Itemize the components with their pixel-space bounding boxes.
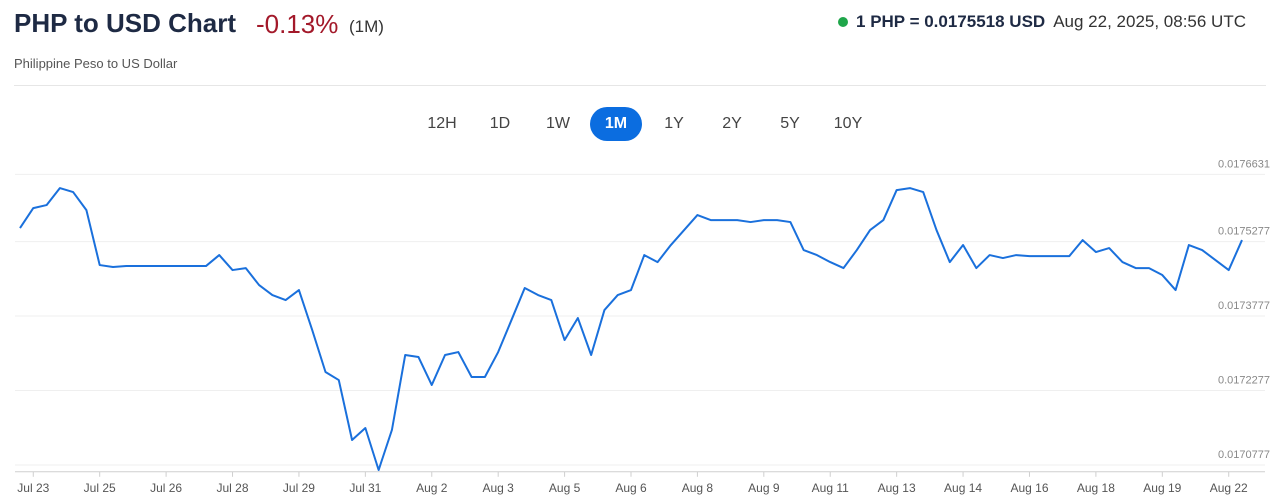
divider bbox=[14, 85, 1266, 86]
change: -0.13% bbox=[256, 9, 339, 39]
x-tick-label: Aug 6 bbox=[615, 481, 647, 495]
y-tick-label: 0.0173777 bbox=[1218, 300, 1270, 312]
x-tick-label: Aug 22 bbox=[1210, 481, 1248, 495]
range-button[interactable]: 10Y bbox=[833, 115, 863, 132]
x-tick-label: Aug 5 bbox=[549, 481, 581, 495]
range-button[interactable]: 1D bbox=[489, 115, 511, 132]
x-tick-label: Jul 25 bbox=[84, 481, 116, 495]
x-tick-label: Aug 13 bbox=[878, 481, 916, 495]
range-button[interactable]: 1Y bbox=[664, 115, 684, 132]
x-tick-label: Aug 11 bbox=[812, 481, 849, 495]
x-tick-label: Jul 31 bbox=[349, 481, 381, 495]
x-tick-label: Jul 28 bbox=[217, 481, 249, 495]
x-tick-label: Jul 26 bbox=[150, 481, 182, 495]
x-tick-label: Aug 18 bbox=[1077, 481, 1115, 495]
y-tick-label: 0.0175277 bbox=[1218, 226, 1270, 238]
x-tick-label: Aug 9 bbox=[748, 481, 780, 495]
range-button[interactable]: 5Y bbox=[780, 115, 800, 132]
y-tick-label: 0.0170777 bbox=[1218, 449, 1270, 461]
status-dot bbox=[838, 17, 849, 27]
x-tick-label: Aug 19 bbox=[1143, 481, 1181, 495]
x-tick-label: Aug 2 bbox=[416, 481, 448, 495]
y-tick-label: 0.0172277 bbox=[1218, 375, 1270, 387]
x-tick-label: Aug 8 bbox=[682, 481, 714, 495]
rate: 1 PHP = 0.0175518 USD bbox=[856, 12, 1046, 31]
chart-title: PHP to USD Chart bbox=[14, 8, 236, 38]
x-tick-label: Jul 29 bbox=[283, 481, 315, 495]
range-button[interactable]: 12H bbox=[427, 115, 457, 132]
x-tick-label: Aug 3 bbox=[482, 481, 514, 495]
x-tick-label: Aug 16 bbox=[1010, 481, 1048, 495]
subtitle: Philippine Peso to US Dollar bbox=[14, 56, 178, 71]
range-selector: 12H 1D 1W 1M 1Y 2Y 5Y 10Y bbox=[0, 107, 1280, 141]
y-tick-label: 0.0176631 bbox=[1218, 158, 1270, 170]
range-button[interactable]: 1W bbox=[546, 115, 570, 132]
price-line bbox=[19, 187, 1243, 472]
rate-box: 1 PHP = 0.0175518 USD Aug 22, 2025, 08:5… bbox=[838, 12, 1246, 32]
range-button[interactable]: 1M bbox=[590, 107, 642, 141]
x-tick-label: Aug 14 bbox=[944, 481, 982, 495]
range-button[interactable]: 2Y bbox=[722, 115, 742, 132]
period: (1M) bbox=[349, 17, 384, 36]
timestamp: Aug 22, 2025, 08:56 UTC bbox=[1053, 12, 1246, 31]
x-tick-label: Jul 23 bbox=[17, 481, 49, 495]
